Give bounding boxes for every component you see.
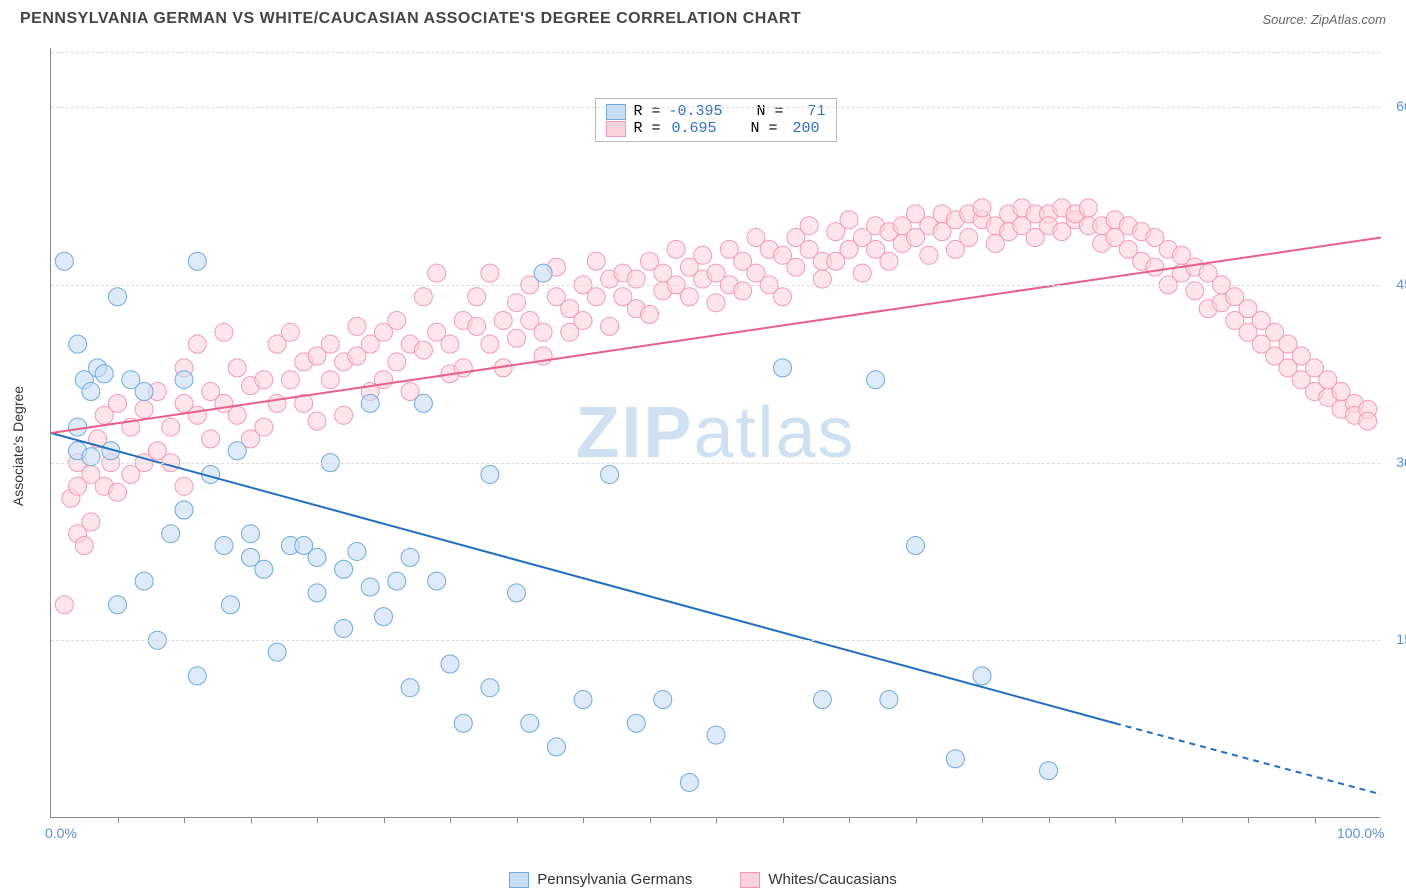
legend-row-b: R = 0.695 N = 200 xyxy=(605,120,825,137)
correlation-legend: R = -0.395 N = 71 R = 0.695 N = 200 xyxy=(594,98,836,142)
legend-swatch-a xyxy=(509,872,529,888)
source-label: Source: ZipAtlas.com xyxy=(1262,12,1386,27)
legend-item-b: Whites/Caucasians xyxy=(740,871,896,888)
legend-item-a: Pennsylvania Germans xyxy=(509,871,692,888)
y-axis-label: Associate's Degree xyxy=(10,386,26,506)
title-bar: PENNSYLVANIA GERMAN VS WHITE/CAUCASIAN A… xyxy=(0,0,1406,34)
plot-area: ZIPatlas R = -0.395 N = 71 R = 0.695 N =… xyxy=(50,48,1380,818)
swatch-b xyxy=(605,121,625,137)
chart-title: PENNSYLVANIA GERMAN VS WHITE/CAUCASIAN A… xyxy=(20,10,801,28)
chart-container: PENNSYLVANIA GERMAN VS WHITE/CAUCASIAN A… xyxy=(0,0,1406,892)
swatch-a xyxy=(605,104,625,120)
legend-swatch-b xyxy=(740,872,760,888)
legend-row-a: R = -0.395 N = 71 xyxy=(605,103,825,120)
plot-svg xyxy=(51,48,1380,817)
series-legend: Pennsylvania Germans Whites/Caucasians xyxy=(0,871,1406,888)
